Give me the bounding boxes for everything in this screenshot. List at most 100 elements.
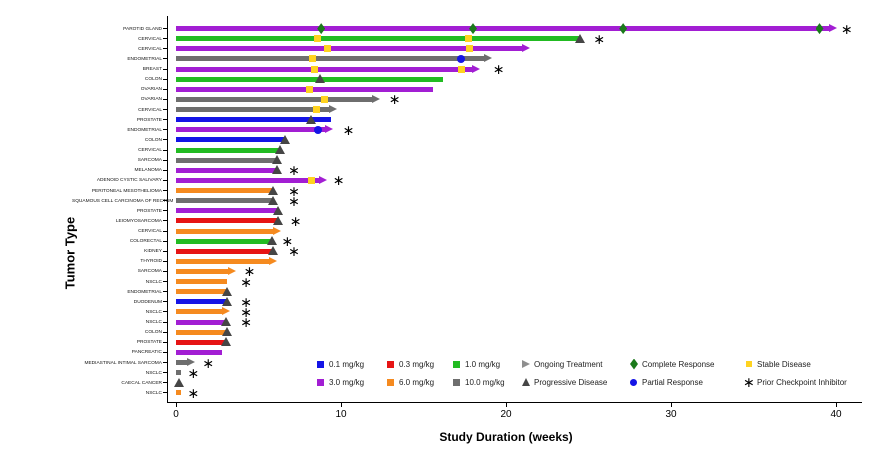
ongoing-arrowhead [325,125,334,134]
x-tick [340,402,342,407]
y-tick [163,139,167,141]
duration-bar [176,167,277,173]
y-tick [163,382,167,384]
prior-checkpoint-inhibitor-marker: ∗ [243,263,256,280]
prior-checkpoint-inhibitor-marker: ∗ [288,162,300,179]
x-axis-title: Study Duration (weeks) [439,430,573,444]
y-tick [163,260,167,262]
progressive-disease-marker [268,246,279,256]
tumor-type-label: PERITONEAL MESOTHELIOMA [91,187,162,193]
progressive-disease-marker [220,337,231,347]
progressive-disease-marker [314,74,325,84]
tumor-type-label: PROSTATE [136,207,162,214]
tumor-type-label: KIDNEY [144,248,162,254]
tumor-type-label: COLORECTAL [129,238,162,244]
duration-bar [176,268,230,274]
progressive-disease-marker [222,327,233,337]
x-tick [505,402,507,407]
ongoing-arrowhead [221,307,230,316]
prior-checkpoint-inhibitor-marker: ∗ [240,303,253,320]
duration-bar [176,279,228,285]
y-tick [163,321,167,323]
tumor-type-label: PROSTATE [136,116,162,123]
progressive-disease-marker [222,296,233,306]
tumor-type-label: SARCOMA [137,268,162,274]
tumor-type-label: THYROID [140,258,162,264]
ongoing-arrowhead [828,24,837,33]
duration-bar [176,238,272,244]
y-tick [163,129,167,131]
progressive-disease-marker [273,205,284,215]
duration-bar [176,26,830,32]
complete-response-marker [815,23,824,35]
x-tick [835,402,837,407]
partial-response-marker [313,125,322,134]
duration-bar [176,299,228,305]
prior-checkpoint-inhibitor-marker: ∗ [187,364,200,381]
y-axis-line [167,16,168,402]
y-tick [163,341,167,343]
tumor-type-label: NSCLC [145,369,162,376]
ongoing-arrowhead [272,226,281,235]
y-tick [163,351,167,353]
progressive-disease-marker [268,195,279,205]
tumor-type-label: CERVICAL [138,106,162,112]
tumor-type-label: CERVICAL [138,45,162,52]
tumor-type-label: CERVICAL [138,228,162,234]
tumor-type-label: ADENOID CYSTIC SALIVARY [96,177,162,183]
y-tick [163,48,167,50]
tumor-type-label: SARCOMA [137,157,162,163]
prior-checkpoint-inhibitor-marker: ∗ [342,121,355,138]
prior-checkpoint-inhibitor-marker: ∗ [593,30,606,47]
y-tick [163,270,167,272]
stable-disease-marker [306,85,314,93]
duration-bar [176,76,444,82]
ongoing-arrowhead [269,256,278,265]
tumor-type-label: NSCLC [145,319,162,325]
y-tick [163,38,167,40]
progressive-disease-marker [575,33,586,43]
progressive-disease-marker [271,165,282,175]
tumor-type-label: PANCREATIC [131,349,162,355]
progressive-disease-marker [174,377,185,387]
tumor-type-label: PAROTID GLAND [123,25,162,31]
duration-bar [176,157,277,163]
duration-bar [176,66,474,72]
x-tick-label: 40 [830,409,842,420]
stable-disease-marker [457,65,465,73]
duration-bar [176,127,327,133]
prior-checkpoint-inhibitor-marker: ∗ [288,182,300,199]
y-tick [163,119,167,121]
tumor-type-label: NSCLC [145,389,162,396]
y-tick [163,331,167,333]
ongoing-arrowhead [328,105,337,114]
y-tick [163,210,167,212]
tumor-type-label: LEIOMYOSARCOMA [115,217,162,224]
progressive-disease-marker [273,215,284,225]
duration-bar [176,258,271,264]
y-tick [163,149,167,151]
prior-checkpoint-inhibitor-marker: ∗ [240,273,253,290]
duration-bar [176,309,223,315]
prior-checkpoint-inhibitor-marker: ∗ [840,20,853,37]
prior-checkpoint-inhibitor-marker: ∗ [288,192,300,209]
tumor-type-label: CERVICAL [138,147,162,153]
ongoing-arrowhead [186,358,195,367]
progressive-disease-marker [306,114,317,124]
duration-bar [176,370,181,376]
tumor-type-label: CERVICAL [138,35,162,42]
prior-checkpoint-inhibitor-marker: ∗ [202,354,215,371]
y-tick [163,291,167,293]
progressive-disease-marker [222,286,233,296]
prior-checkpoint-inhibitor-marker: ∗ [281,233,294,250]
duration-bar [176,117,332,123]
tumor-type-label: COLON [144,329,162,335]
duration-bar [176,329,228,335]
y-tick [163,190,167,192]
y-tick [163,220,167,222]
y-tick [163,28,167,30]
y-tick [163,392,167,394]
stable-disease-marker [321,95,328,103]
y-tick [163,311,167,313]
